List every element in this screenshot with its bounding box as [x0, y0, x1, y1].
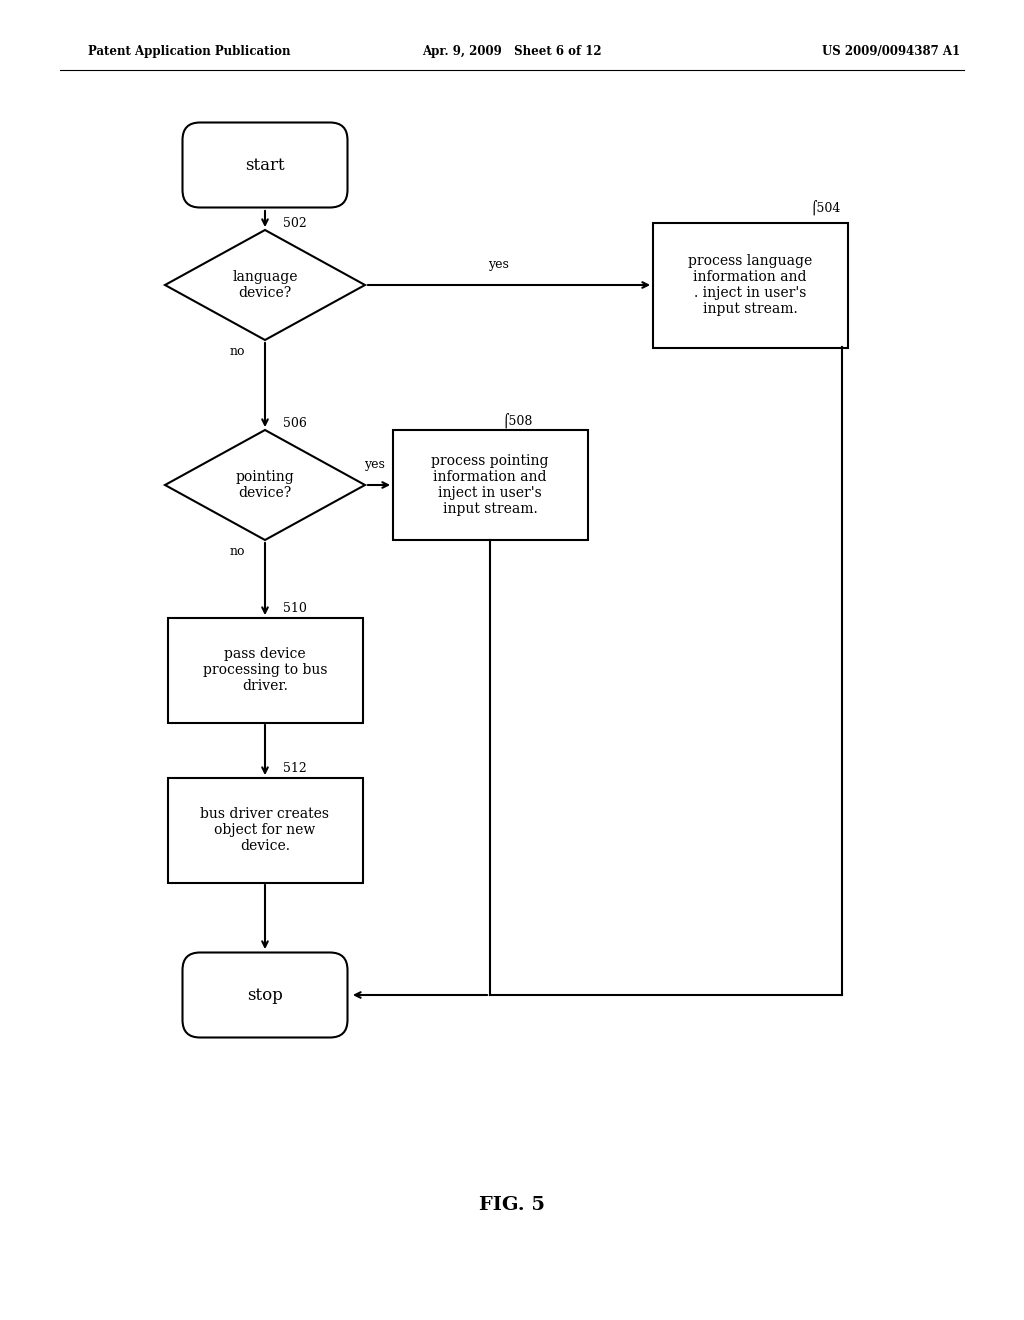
- Text: stop: stop: [247, 986, 283, 1003]
- Text: 510: 510: [283, 602, 307, 615]
- Text: bus driver creates
object for new
device.: bus driver creates object for new device…: [201, 807, 330, 853]
- Text: no: no: [229, 545, 245, 558]
- Text: 512: 512: [283, 762, 307, 775]
- FancyBboxPatch shape: [182, 123, 347, 207]
- FancyBboxPatch shape: [182, 953, 347, 1038]
- Text: 506: 506: [283, 417, 307, 430]
- Text: no: no: [229, 345, 245, 358]
- Text: ⌠508: ⌠508: [502, 413, 532, 429]
- Text: start: start: [245, 157, 285, 173]
- Text: US 2009/0094387 A1: US 2009/0094387 A1: [822, 45, 961, 58]
- Bar: [652, 223, 848, 347]
- Text: Apr. 9, 2009   Sheet 6 of 12: Apr. 9, 2009 Sheet 6 of 12: [422, 45, 602, 58]
- Text: ⌠504: ⌠504: [810, 201, 841, 215]
- Text: yes: yes: [364, 458, 384, 471]
- Text: yes: yes: [488, 257, 509, 271]
- Text: process pointing
information and
inject in user's
input stream.: process pointing information and inject …: [431, 454, 549, 516]
- Text: 502: 502: [283, 216, 307, 230]
- Bar: [168, 777, 362, 883]
- Bar: [168, 618, 362, 722]
- Text: language
device?: language device?: [232, 269, 298, 300]
- Bar: [392, 430, 588, 540]
- Text: process language
information and
. inject in user's
input stream.: process language information and . injec…: [688, 253, 812, 317]
- Text: pass device
processing to bus
driver.: pass device processing to bus driver.: [203, 647, 328, 693]
- Polygon shape: [165, 430, 365, 540]
- Text: Patent Application Publication: Patent Application Publication: [88, 45, 291, 58]
- Text: pointing
device?: pointing device?: [236, 470, 294, 500]
- Polygon shape: [165, 230, 365, 341]
- Text: FIG. 5: FIG. 5: [479, 1196, 545, 1214]
